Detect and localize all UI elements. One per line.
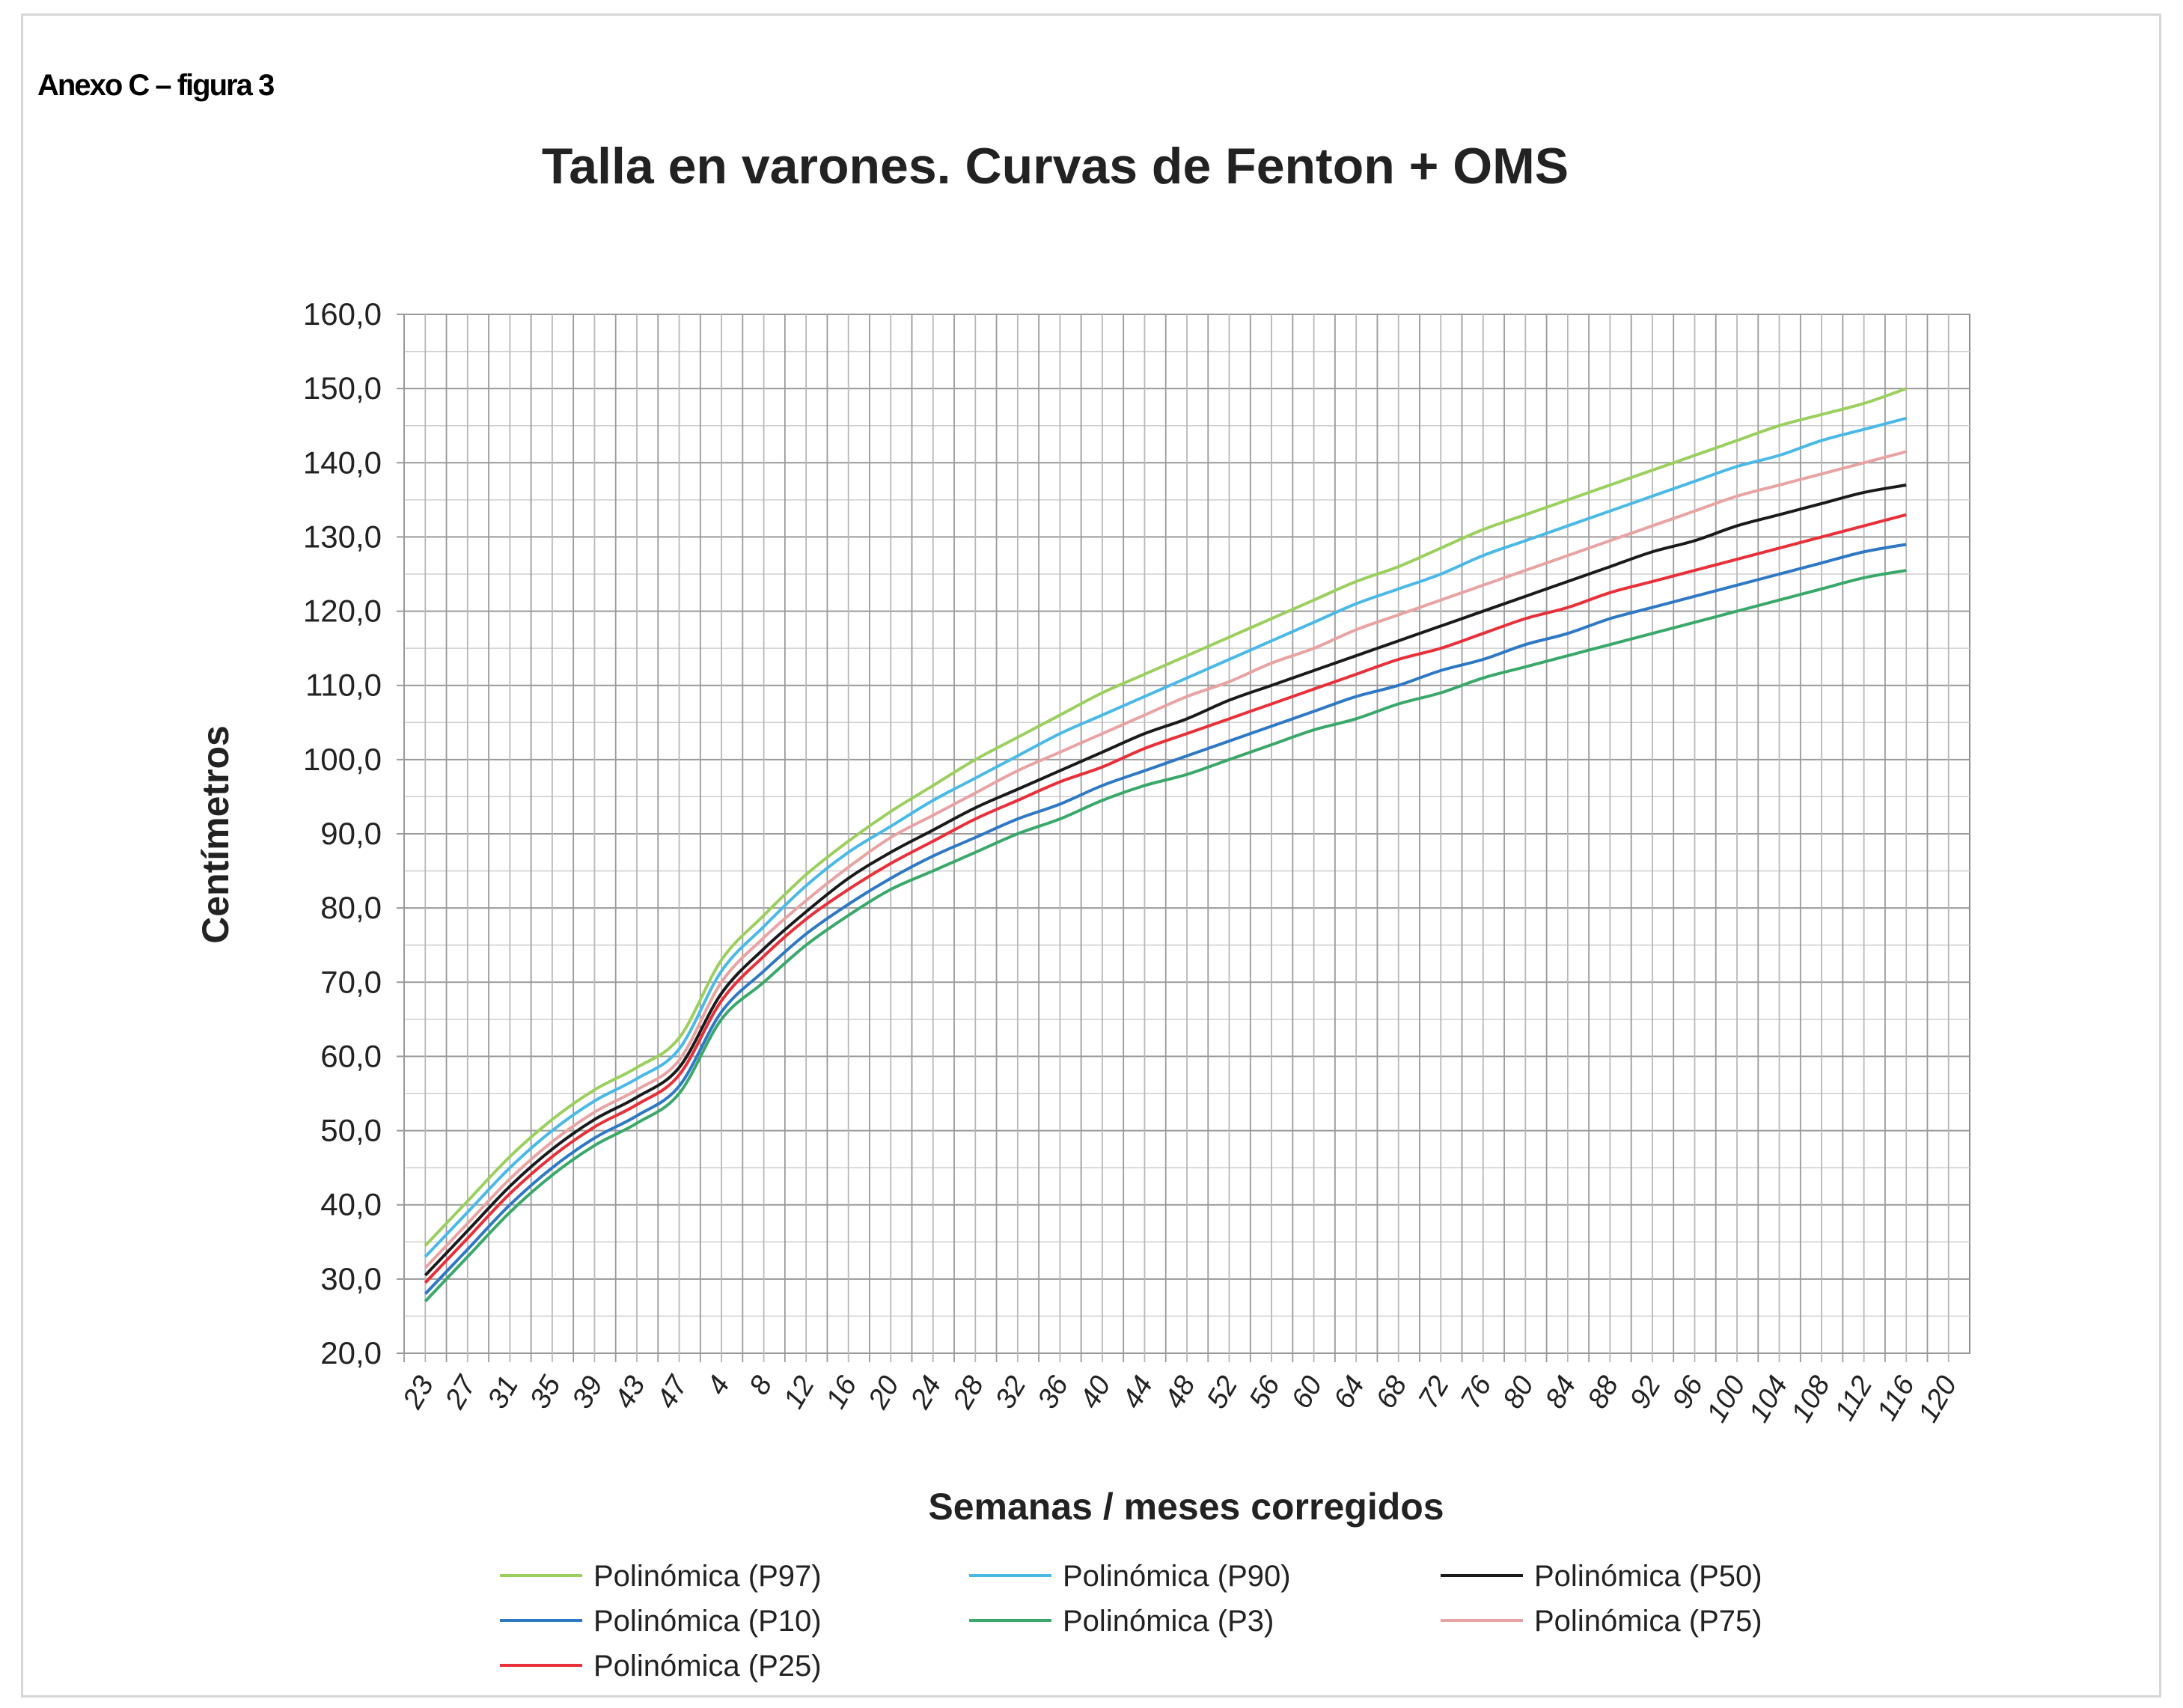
y-axis-ticks: 20,0 30,0 40,0 50,0 60,0 70,0 80,0 90,0 100,0 110… [303,296,382,1370]
series-line [424,416,1907,1258]
y-tick-label: 100,0 [303,742,382,777]
y-tick-label: 130,0 [303,519,382,554]
x-tick-label: 44 [1117,1371,1160,1415]
legend-label: Polinómica (P10) [593,1605,822,1638]
legend-label: Polinómica (P90) [1063,1560,1291,1593]
x-tick-label: 32 [989,1371,1033,1415]
y-tick-label: 40,0 [320,1187,382,1222]
chart-title: Talla en varones. Curvas de Fenton + OMS [542,138,1569,195]
x-tick-label: 104 [1743,1371,1794,1428]
y-tick-label: 70,0 [320,964,382,999]
series-line [424,543,1907,1296]
y-tick-label: 60,0 [320,1038,382,1073]
x-tick-label: 27 [439,1370,483,1415]
y-tick-label: 80,0 [320,890,382,925]
x-tick-label: 60 [1286,1371,1329,1415]
x-tick-label: 52 [1201,1371,1245,1415]
y-tick-label: 150,0 [303,370,382,406]
x-tick-label: 36 [1032,1370,1075,1414]
x-tick-label: 12 [778,1371,821,1415]
y-tick-label: 160,0 [303,296,382,332]
x-tick-label: 8 [743,1371,778,1400]
chart-legend: Polinómica (P97) Polinómica (P90) Polinómi… [500,1560,1762,1683]
chart-series [424,387,1907,1302]
x-axis-label: Semanas / meses corregidos [928,1486,1444,1528]
x-tick-label: 20 [862,1371,906,1415]
figure-frame [21,13,2161,1698]
series-line [424,484,1907,1277]
x-tick-label: 31 [482,1371,525,1415]
x-tick-label: 43 [608,1371,652,1415]
x-tick-label: 76 [1455,1370,1498,1414]
y-tick-label: 90,0 [320,816,382,851]
legend-label: Polinómica (P3) [1063,1605,1274,1638]
y-tick-label: 20,0 [320,1335,382,1370]
x-tick-label: 84 [1539,1371,1583,1415]
x-tick-label: 120 [1912,1371,1963,1428]
x-tick-label: 16 [820,1370,864,1414]
series-line [424,387,1907,1247]
y-tick-label: 140,0 [303,445,382,480]
chart-grid [397,314,1970,1362]
y-tick-label: 120,0 [303,594,382,629]
x-tick-label: 24 [905,1371,948,1415]
y-tick-label: 50,0 [320,1113,382,1148]
series-line [424,513,1907,1284]
x-tick-label: 92 [1624,1371,1667,1415]
x-tick-label: 39 [567,1371,610,1415]
y-tick-label: 30,0 [320,1261,382,1296]
legend-label: Polinómica (P25) [593,1650,822,1683]
x-tick-label: 23 [397,1371,440,1415]
x-tick-label: 100 [1701,1371,1752,1428]
y-axis-label: Centímetros [195,725,236,944]
legend-label: Polinómica (P75) [1534,1605,1762,1638]
figure-caption: Anexo C – figura 3 [37,69,275,102]
x-tick-label: 4 [701,1371,736,1400]
x-tick-label: 116 [1871,1370,1921,1426]
x-tick-label: 35 [524,1370,567,1414]
x-tick-label: 64 [1328,1371,1371,1415]
x-tick-label: 80 [1497,1371,1541,1415]
x-tick-label: 68 [1370,1371,1414,1415]
y-tick-label: 110,0 [305,668,382,703]
x-tick-label: 72 [1413,1371,1456,1415]
x-tick-label: 28 [947,1371,990,1415]
x-tick-label: 108 [1786,1371,1837,1428]
legend-label: Polinómica (P50) [1534,1560,1762,1593]
x-tick-label: 112 [1829,1371,1879,1426]
x-tick-label: 88 [1582,1371,1625,1415]
x-axis-ticks: 23 27 31 35 39 43 47 4 8 12 16 20 24 28 32 36 40 44 48 52 56… [397,1370,1963,1428]
x-tick-label: 40 [1074,1371,1117,1415]
x-tick-label: 47 [651,1370,694,1414]
x-tick-label: 48 [1158,1371,1202,1415]
x-tick-label: 56 [1243,1370,1286,1414]
legend-label: Polinómica (P97) [593,1560,822,1593]
series-line [424,569,1907,1302]
series-line [424,450,1907,1269]
